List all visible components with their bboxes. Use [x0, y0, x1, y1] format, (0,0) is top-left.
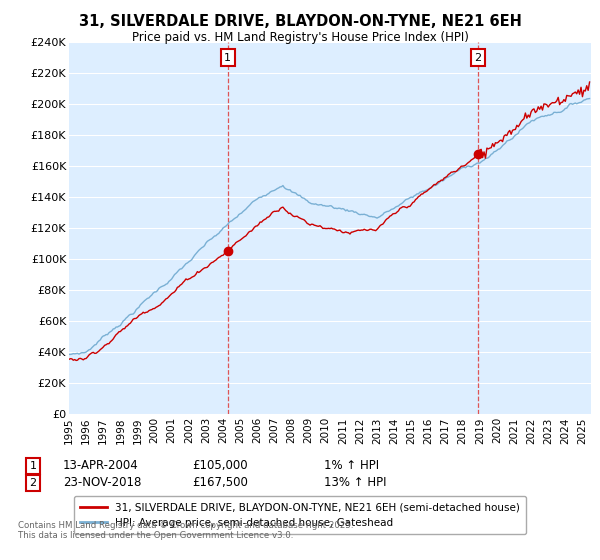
Text: 31, SILVERDALE DRIVE, BLAYDON-ON-TYNE, NE21 6EH: 31, SILVERDALE DRIVE, BLAYDON-ON-TYNE, N… [79, 14, 521, 29]
Text: Contains HM Land Registry data © Crown copyright and database right 2025.
This d: Contains HM Land Registry data © Crown c… [18, 521, 353, 540]
Text: 1: 1 [29, 461, 37, 471]
Text: 13% ↑ HPI: 13% ↑ HPI [324, 476, 386, 489]
Text: Price paid vs. HM Land Registry's House Price Index (HPI): Price paid vs. HM Land Registry's House … [131, 31, 469, 44]
Text: £167,500: £167,500 [192, 476, 248, 489]
Text: 23-NOV-2018: 23-NOV-2018 [63, 476, 142, 489]
Text: £105,000: £105,000 [192, 459, 248, 473]
Legend: 31, SILVERDALE DRIVE, BLAYDON-ON-TYNE, NE21 6EH (semi-detached house), HPI: Aver: 31, SILVERDALE DRIVE, BLAYDON-ON-TYNE, N… [74, 496, 526, 534]
Text: 1% ↑ HPI: 1% ↑ HPI [324, 459, 379, 473]
Text: 2: 2 [475, 53, 482, 63]
Text: 1: 1 [224, 53, 232, 63]
Text: 13-APR-2004: 13-APR-2004 [63, 459, 139, 473]
Text: 2: 2 [29, 478, 37, 488]
